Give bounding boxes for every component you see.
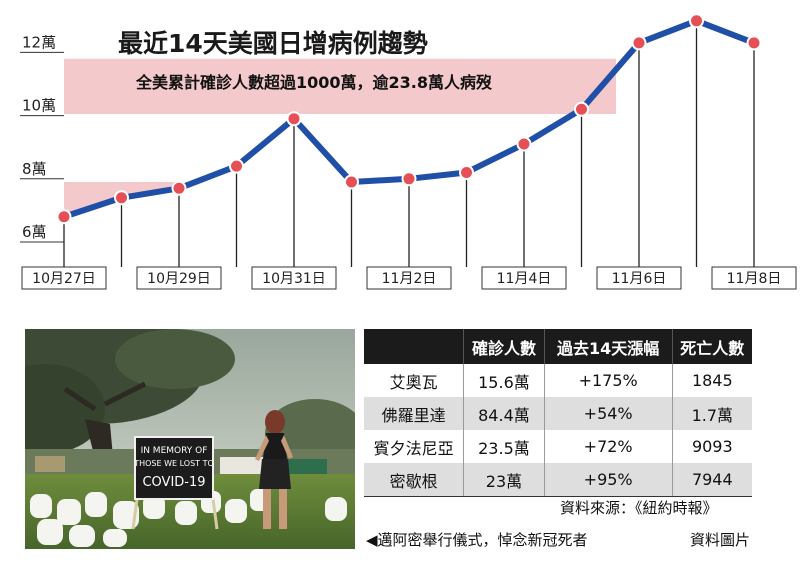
- x-tick-label: 10月31日: [262, 271, 326, 287]
- x-tick-box: [21, 266, 107, 290]
- memorial-photo: IN MEMORY OF THOSE WE LOST TO COVID-19: [25, 329, 355, 549]
- x-tick-box: [711, 266, 797, 290]
- data-point: [516, 136, 532, 152]
- y-gridlines: [20, 51, 64, 243]
- data-point: [689, 13, 704, 29]
- chart-subtitle: 全美累計確診人數超過1000萬，逾23.8萬人病歿: [135, 73, 493, 92]
- state-cell: 佛羅里達: [364, 397, 464, 430]
- memorial-markers: [30, 489, 347, 547]
- header-cell: 死亡人數: [671, 329, 752, 364]
- x-tick-box: [596, 266, 682, 290]
- data-point: [114, 190, 129, 206]
- data-source: 資料來源：《紐約時報》: [560, 499, 718, 517]
- state-stats-table: 確診人數 過去14天漲幅 死亡人數 艾奧瓦 15.6萬 +175% 1845 佛…: [364, 329, 752, 497]
- deaths-cell: 9093: [671, 430, 752, 463]
- data-points: [56, 13, 762, 225]
- table-row: 佛羅里達 84.4萬 +54% 1.7萬: [364, 397, 752, 430]
- cases-cell: 84.4萬: [463, 397, 545, 430]
- person-figure: [255, 410, 293, 529]
- table-row: 艾奧瓦 15.6萬 +175% 1845: [364, 364, 752, 397]
- header-cell: 確診人數: [463, 329, 545, 364]
- data-point: [229, 158, 244, 174]
- x-tick-labels: 10月27日 10月29日 10月31日 11月2日 11月4日 11月6日 11月8日: [21, 266, 797, 290]
- state-cell: 艾奧瓦: [364, 364, 464, 397]
- sign-line-1: IN MEMORY OF: [141, 446, 208, 456]
- x-tick-box: [136, 266, 222, 290]
- highlight-band: [64, 58, 616, 115]
- deaths-cell: 7944: [671, 463, 752, 497]
- data-point: [56, 209, 72, 225]
- deaths-cell: 1845: [671, 364, 752, 397]
- growth-cell: +95%: [543, 463, 673, 497]
- state-cell: 密歇根: [364, 463, 464, 497]
- cases-cell: 15.6萬: [463, 364, 545, 397]
- table-row: 密歇根 23萬 +95% 7944: [364, 463, 752, 497]
- photo-caption: ◀邁阿密舉行儀式，悼念新冠死者: [366, 531, 588, 549]
- chart-title: 最近14天美國日增病例趨勢: [118, 29, 428, 58]
- x-tick-label: 11月8日: [727, 271, 782, 287]
- table-header-row: 確診人數 過去14天漲幅 死亡人數: [364, 329, 752, 364]
- sign-line-2: THOSE WE LOST TO: [133, 459, 214, 468]
- deaths-cell: 1.7萬: [671, 397, 752, 430]
- data-point: [286, 111, 302, 127]
- x-tick-label: 10月29日: [147, 271, 211, 287]
- data-point: [344, 174, 359, 190]
- data-point: [574, 101, 589, 117]
- data-point: [171, 180, 187, 196]
- y-tick-label: 10萬: [22, 97, 56, 115]
- growth-cell: +54%: [543, 397, 673, 430]
- data-point: [746, 35, 762, 51]
- memorial-sign: IN MEMORY OF THOSE WE LOST TO COVID-19: [131, 436, 219, 530]
- growth-cell: +175%: [543, 364, 673, 397]
- sign-line-3: COVID-19: [142, 475, 205, 490]
- x-tick-label: 11月2日: [382, 271, 437, 287]
- x-tick-box: [481, 266, 567, 290]
- x-tick-label: 10月27日: [32, 271, 96, 287]
- y-tick-label: 12萬: [22, 33, 56, 51]
- cases-cell: 23萬: [463, 463, 545, 497]
- growth-cell: +72%: [543, 430, 673, 463]
- y-tick-labels: 6萬 8萬 10萬 12萬: [22, 33, 56, 241]
- table-row: 賓夕法尼亞 23.5萬 +72% 9093: [364, 430, 752, 463]
- y-tick-label: 8萬: [22, 160, 47, 178]
- x-tick-label: 11月4日: [497, 271, 552, 287]
- cases-cell: 23.5萬: [463, 430, 545, 463]
- data-point: [459, 164, 474, 180]
- header-cell: 過去14天漲幅: [543, 329, 673, 364]
- data-point: [401, 171, 417, 187]
- header-cell: [364, 329, 464, 364]
- data-point: [631, 35, 647, 51]
- state-cell: 賓夕法尼亞: [364, 430, 464, 463]
- x-tick-box: [366, 266, 452, 290]
- photo-credit: 資料圖片: [690, 531, 751, 549]
- x-tick-box: [251, 266, 337, 290]
- x-droplines: [63, 20, 755, 267]
- y-tick-label: 6萬: [22, 223, 47, 241]
- x-tick-label: 11月6日: [612, 271, 667, 287]
